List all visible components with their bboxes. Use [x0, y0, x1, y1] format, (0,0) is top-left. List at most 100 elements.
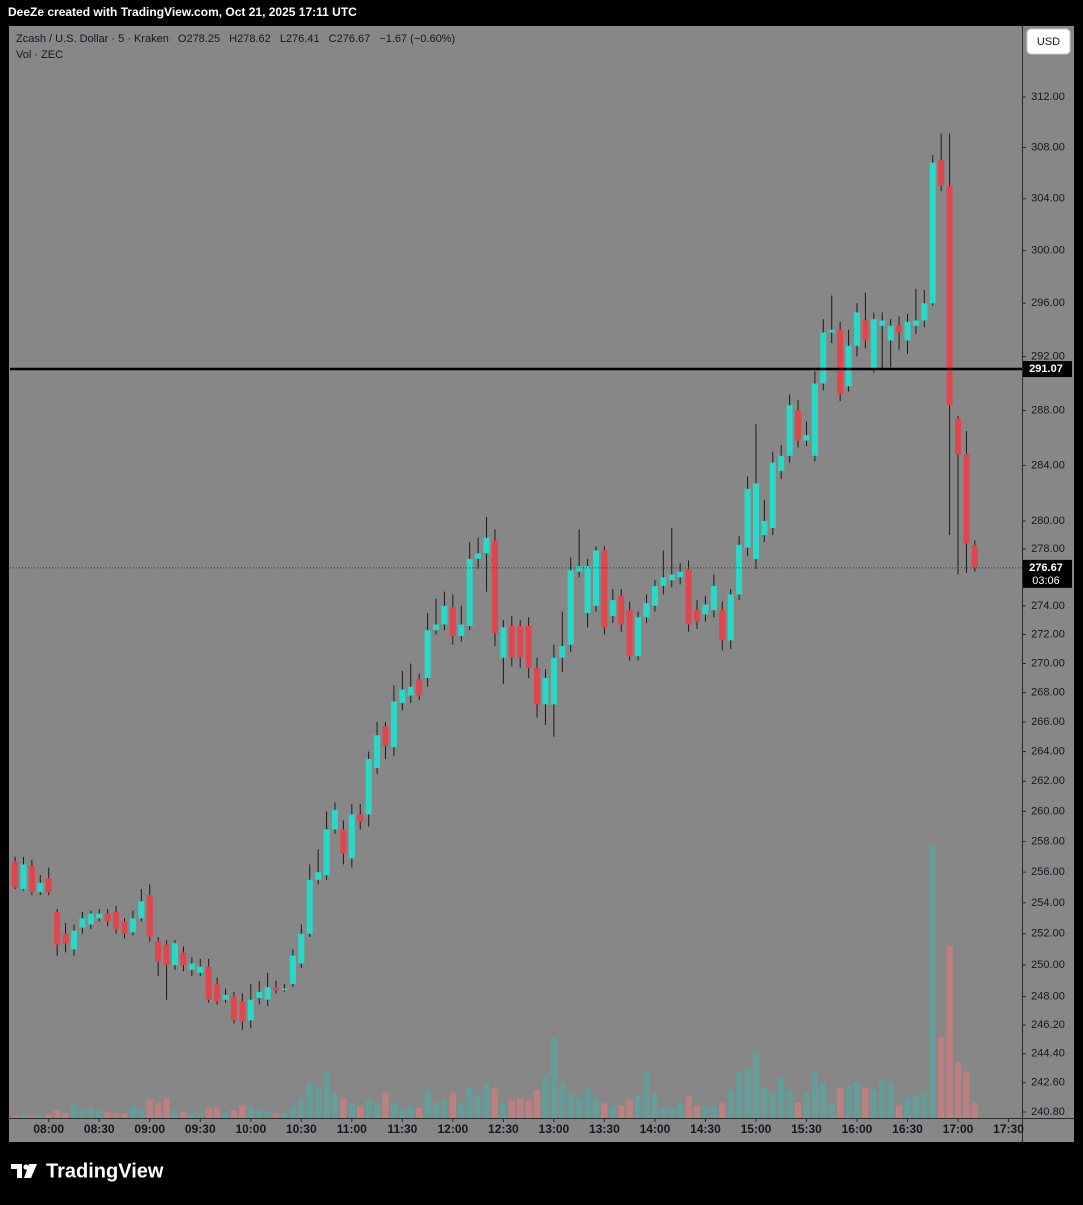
volume-bar [525, 1099, 532, 1118]
volume-bar [45, 1113, 52, 1118]
volume-bar [752, 1052, 760, 1118]
volume-bar [146, 1099, 153, 1118]
volume-bar [634, 1095, 642, 1118]
y-tick-label: 266.00 [1031, 716, 1065, 728]
volume-bar [289, 1105, 297, 1118]
brand: TradingView [46, 1160, 164, 1182]
candle-body [668, 574, 675, 581]
candle-body [96, 913, 103, 919]
candle-body [710, 585, 717, 611]
y-tick-label: 262.00 [1031, 775, 1065, 787]
y-tick-label: 256.00 [1031, 866, 1065, 878]
currency-button[interactable] [1026, 28, 1071, 55]
price-label-bg [1023, 559, 1072, 588]
volume-bar [592, 1097, 600, 1118]
y-tick-label: 292.00 [1031, 350, 1065, 362]
volume-bar [685, 1095, 692, 1118]
volume-bar [87, 1107, 95, 1118]
candle-body [449, 607, 456, 637]
volume-bar [205, 1107, 212, 1118]
volume-bar [466, 1087, 473, 1118]
candle-body [761, 520, 768, 535]
volume-bar [971, 1102, 979, 1118]
candle-body [247, 999, 254, 1021]
currency-label[interactable]: USD [1037, 36, 1060, 48]
volume-bar [407, 1105, 414, 1118]
y-tick-label: 312.00 [1031, 91, 1065, 103]
volume-bar [567, 1092, 574, 1118]
candle-body [491, 540, 498, 634]
candle-body [786, 405, 793, 456]
volume-bar [946, 946, 953, 1118]
candle-body [365, 758, 372, 815]
brand-logo [11, 1164, 37, 1178]
x-tick-label: 11:00 [337, 1122, 367, 1136]
candle-body [273, 987, 280, 991]
candle-body [534, 667, 541, 705]
volume-bar [230, 1109, 238, 1118]
logo-mark [24, 1164, 37, 1178]
pane-bg [9, 26, 1074, 1142]
candle-body [441, 605, 448, 625]
x-tick-label: 16:00 [842, 1122, 873, 1136]
candle-body [37, 882, 44, 893]
candle-body [904, 321, 911, 341]
volume-bar [121, 1112, 128, 1118]
y-tick-label: 264.00 [1031, 745, 1065, 757]
candle-body [887, 325, 894, 341]
candle-body [298, 933, 305, 964]
volume-bar [129, 1105, 137, 1118]
x-tick-label: 14:30 [690, 1122, 721, 1136]
candle-body [281, 988, 288, 991]
candle-body [62, 933, 69, 944]
y-tick-label: 296.00 [1031, 297, 1065, 309]
candle-body [45, 878, 52, 893]
candle-body [188, 963, 195, 970]
volume-bar [954, 1062, 962, 1118]
volume-bar [542, 1077, 549, 1118]
candle-body [407, 686, 414, 696]
volume-bar [20, 1114, 27, 1118]
x-tick-label: 13:30 [589, 1122, 620, 1136]
x-tick-label: 08:00 [33, 1122, 64, 1136]
x-tick-label: 14:00 [640, 1122, 671, 1136]
candle-body [315, 872, 322, 880]
candle-body [54, 912, 61, 945]
volume-bar [912, 1095, 920, 1118]
candle-body [896, 325, 903, 333]
x-tick-label: 15:00 [741, 1122, 772, 1136]
volume-bar [415, 1107, 423, 1118]
volume-bar [887, 1082, 894, 1118]
y-tick-label: 300.00 [1031, 245, 1065, 257]
candle-body [205, 966, 212, 1000]
x-tick-label: 17:00 [943, 1122, 974, 1136]
candle-body [483, 537, 490, 554]
candle-body [567, 570, 574, 645]
volume-bar [820, 1082, 827, 1118]
volume-bar [862, 1087, 869, 1118]
ohlc-high: H278.62 [229, 33, 271, 45]
candle-body [769, 462, 776, 528]
candle-body [954, 418, 962, 455]
x-tick-label: 15:30 [791, 1122, 822, 1136]
volume-bar [963, 1072, 970, 1118]
candle-body [778, 455, 785, 471]
volume-bar [660, 1107, 667, 1118]
candle-body [306, 879, 313, 934]
candle-body [643, 602, 650, 618]
candle-body [702, 604, 709, 615]
volume-bar [11, 1115, 19, 1118]
candle-body [912, 320, 919, 326]
volume-bar [62, 1112, 69, 1118]
volume-bar [500, 1102, 507, 1118]
y-tick-label: 272.00 [1031, 628, 1065, 640]
volume-bar [584, 1087, 591, 1118]
y-tick-label: 288.00 [1031, 404, 1065, 416]
candle-body [500, 627, 507, 658]
candle-body [256, 991, 263, 999]
candle-body [811, 383, 818, 456]
candle-body [635, 617, 642, 657]
candle-body [104, 913, 111, 922]
x-tick-label: 17:30 [993, 1122, 1024, 1136]
volume-bar [441, 1099, 448, 1118]
